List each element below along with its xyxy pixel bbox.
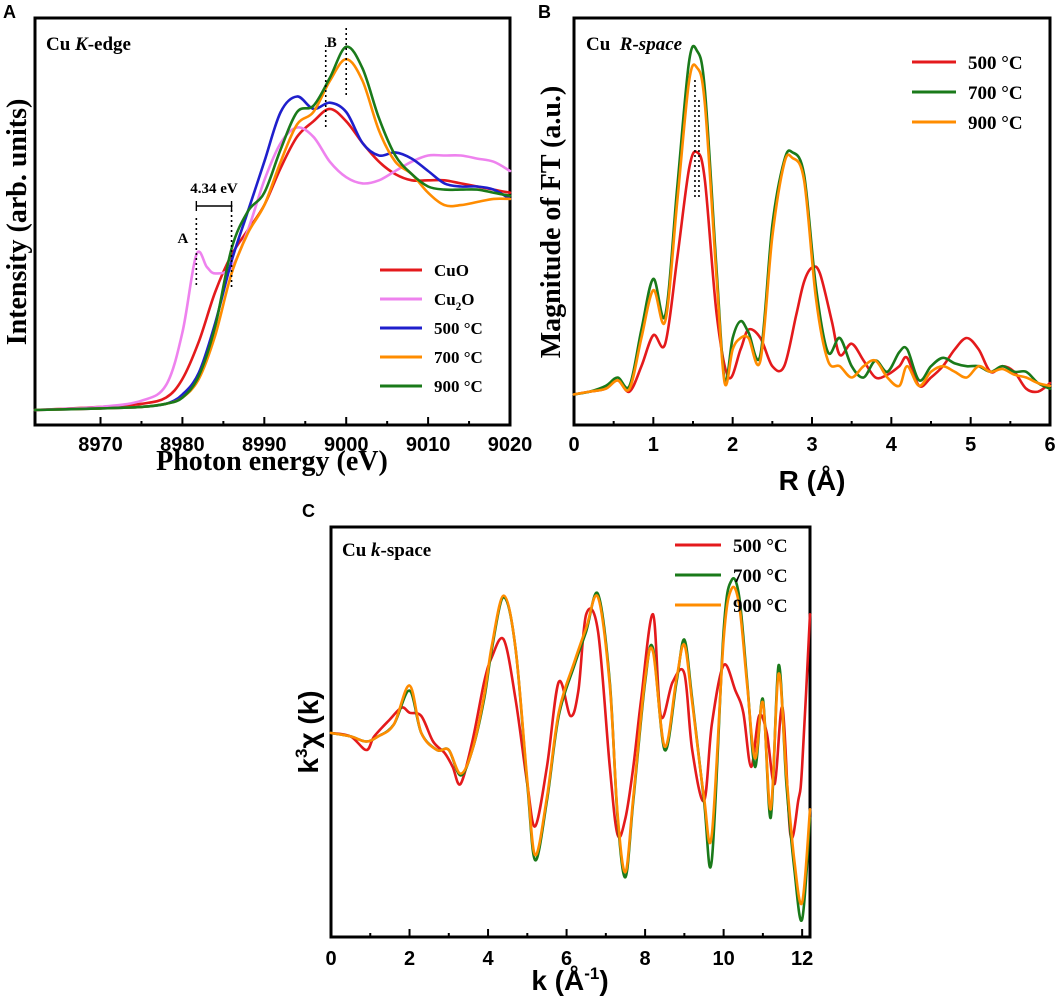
panel-c-legend-label-1: 700 °C — [733, 566, 788, 587]
panel-c-series — [329, 576, 812, 923]
series-line-c-2 — [329, 585, 812, 906]
x-tick-label: 1 — [648, 434, 659, 456]
series-line-c-0 — [329, 607, 812, 840]
x-tick-label: 0 — [568, 434, 579, 456]
x-tick-label: 8990 — [242, 434, 287, 456]
panel-b-legend-label-0: 500 °C — [968, 53, 1023, 74]
panel-a-series — [33, 45, 512, 412]
peak-a-label: A — [177, 231, 188, 247]
x-tick-label: 8970 — [78, 434, 123, 456]
panel-b-x-label: R (Å) — [779, 465, 846, 496]
panel-a-legend-label-0: CuO — [434, 261, 469, 280]
x-tick-label: 2 — [404, 948, 415, 970]
panel-c-x-label: k (Å-1) — [531, 964, 608, 996]
panel-b-legend: 500 °C 700 °C 900 °C — [912, 53, 1023, 134]
x-tick-label: 9010 — [406, 434, 451, 456]
x-tick-label: 5 — [965, 434, 976, 456]
x-tick-label: 4 — [482, 948, 494, 970]
x-tick-label: 4 — [886, 434, 898, 456]
panel-b-legend-label-2: 900 °C — [968, 113, 1023, 134]
x-tick-label: 12 — [791, 948, 813, 970]
panel-c-y-label: k3χ (k) — [292, 690, 324, 773]
peak-b-label: B — [327, 35, 337, 51]
panel-b-legend-label-1: 700 °C — [968, 83, 1023, 104]
panel-b-label: B — [538, 2, 551, 22]
panel-c-legend: 500 °C 700 °C 900 °C — [675, 536, 788, 617]
panel-b-series — [572, 44, 1052, 396]
panel-a-legend-label-2: 500 °C — [434, 319, 483, 338]
series-line-a-4 — [33, 45, 512, 412]
panel-a-legend-label-3: 700 °C — [434, 348, 483, 367]
panel-b-x-ticks: 0 1 2 3 4 5 6 — [568, 417, 1056, 456]
panel-a: A 8970 8980 8990 9000 9010 9020 Cu K-edge 4.3… — [2, 2, 532, 477]
series-line-a-1 — [33, 126, 512, 412]
gap-label: 4.34 eV — [190, 181, 238, 197]
x-tick-label: 6 — [1044, 434, 1055, 456]
x-tick-label: 10 — [712, 948, 734, 970]
panel-a-y-label: Intensity (arb. units) — [2, 99, 33, 346]
panel-a-legend: CuO Cu2O 500 °C 700 °C 900 °C — [380, 261, 483, 396]
series-line-a-2 — [33, 95, 512, 412]
panel-c-legend-label-2: 900 °C — [733, 596, 788, 617]
x-tick-label: 8 — [640, 948, 651, 970]
panel-a-label: A — [3, 2, 16, 22]
x-tick-label: 2 — [727, 434, 738, 456]
panel-c: C 0 2 4 6 8 10 12 Cu k-space 500 °C 700 °C 900 °… — [292, 501, 813, 996]
series-line-a-0 — [33, 107, 512, 412]
panel-a-title: Cu K-edge — [46, 34, 131, 55]
panel-b-annotations — [694, 80, 700, 200]
series-line-b-2 — [572, 63, 1052, 396]
panel-a-plot-area — [33, 16, 512, 427]
panel-c-legend-label-0: 500 °C — [733, 536, 788, 557]
panel-c-label: C — [302, 501, 315, 521]
series-line-c-1 — [329, 576, 812, 923]
x-tick-label: 9000 — [324, 434, 369, 456]
x-tick-label: 8980 — [160, 434, 205, 456]
x-tick-label: 9020 — [488, 434, 533, 456]
x-tick-label: 0 — [325, 948, 336, 970]
panel-a-annotations: 4.34 eV A B — [177, 28, 348, 288]
panel-c-x-ticks: 0 2 4 6 8 10 12 — [325, 929, 813, 970]
panel-a-legend-label-4: 900 °C — [434, 377, 483, 396]
panel-a-x-ticks: 8970 8980 8990 9000 9010 9020 — [78, 417, 532, 456]
panel-a-legend-label-1: Cu2O — [434, 290, 475, 313]
series-line-b-0 — [572, 150, 1052, 396]
panel-a-x-label: Photon energy (eV) — [156, 446, 388, 477]
x-tick-label: 6 — [561, 948, 572, 970]
panel-b-y-label: Magnitude of FT (a.u.) — [536, 86, 567, 359]
panel-b-title: Cu R-space — [586, 34, 683, 55]
x-tick-label: 3 — [806, 434, 817, 456]
panel-c-title: Cu k-space — [342, 540, 431, 561]
panel-b-plot-area — [572, 16, 1052, 427]
